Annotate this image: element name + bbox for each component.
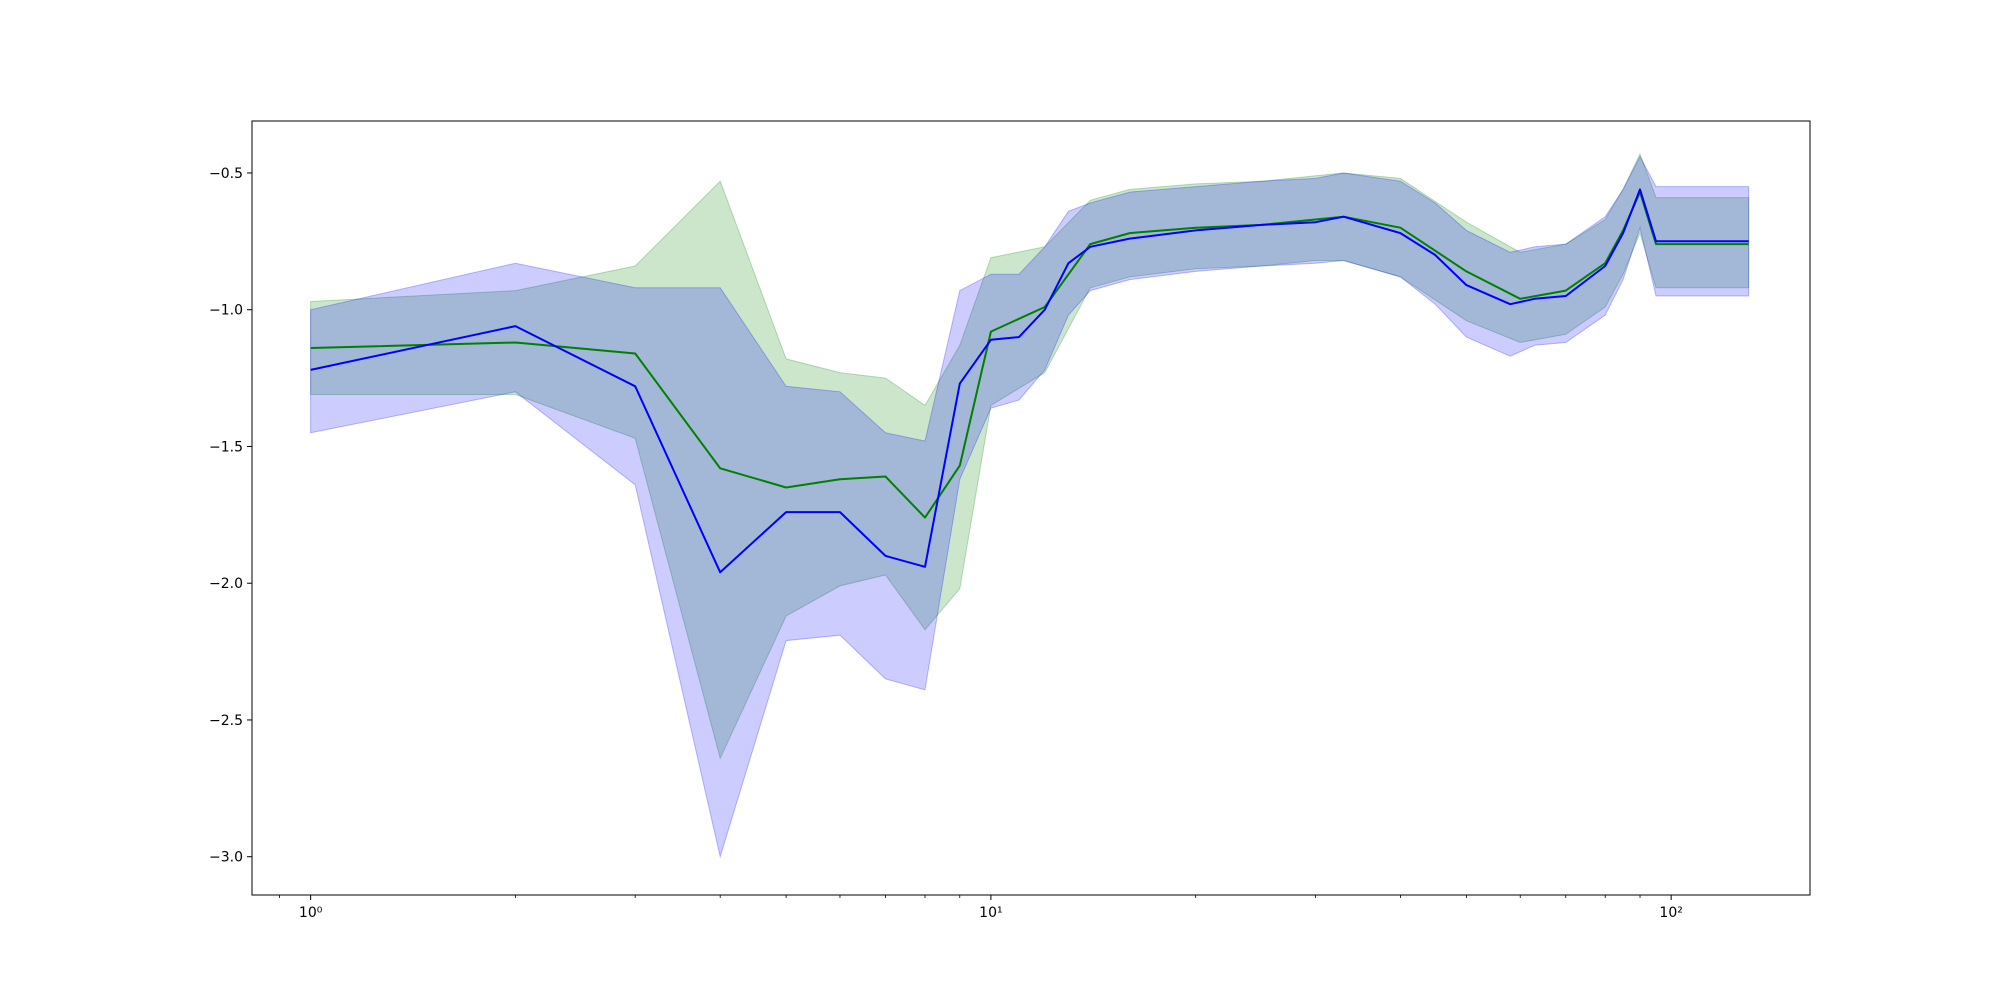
y-tick-label: −2.0 <box>209 576 243 592</box>
y-tick-label: −2.5 <box>209 713 243 729</box>
plot-area-frame <box>251 120 1811 896</box>
mean-lines <box>310 188 1749 574</box>
confidence-bands <box>310 152 1750 859</box>
x-tick-label: 10² <box>1659 905 1682 921</box>
x-tick-label: 10⁰ <box>299 905 323 921</box>
y-axis: −0.5 −1.0 −1.5 −2.0 −2.5 −3.0 <box>209 166 252 866</box>
x-axis: 10⁰ 10¹ 10² <box>279 895 1683 921</box>
y-tick-label: −1.0 <box>209 303 243 319</box>
y-tick-label: −0.5 <box>209 166 243 182</box>
confidence-band-2 <box>310 155 1750 859</box>
x-tick-label: 10¹ <box>979 905 1002 921</box>
series-line-2 <box>310 188 1749 574</box>
confidence-band-1 <box>310 152 1750 760</box>
series-line-1 <box>310 191 1749 519</box>
y-tick-label: −3.0 <box>209 850 243 866</box>
y-tick-label: −1.5 <box>209 439 243 455</box>
